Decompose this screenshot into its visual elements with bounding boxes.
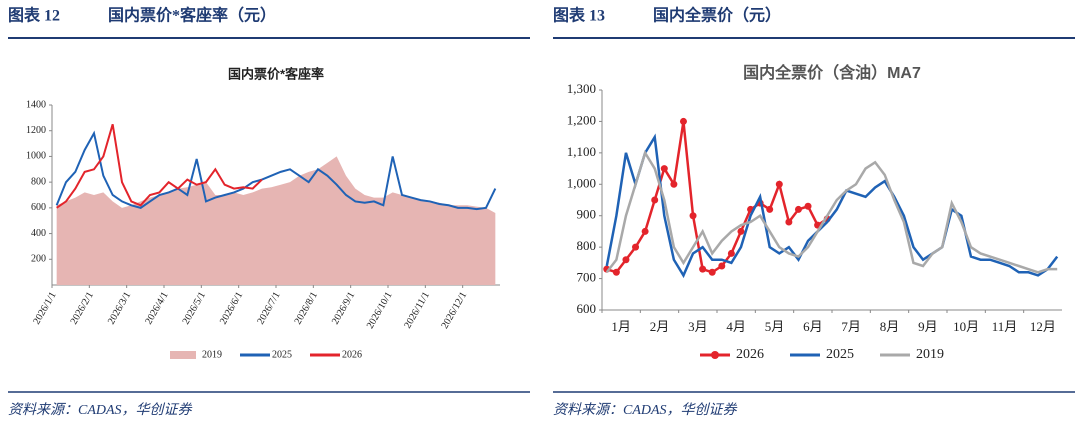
x-tick-label: 2026/8/1 [293,290,320,326]
legend-marker [711,351,719,359]
x-tick-label: 12月 [1030,319,1056,334]
y-tick-label: 1,200 [567,112,596,127]
legend-label: 2025 [272,349,292,360]
line [55,130,497,211]
x-tick-label: 2026/3/1 [106,290,133,326]
y-tick-label: 700 [577,270,597,285]
marker [679,117,687,125]
x-tick-label: 2026/12/1 [439,290,469,331]
y-tick-label: 1,000 [567,175,596,190]
source: 资料来源：CADAS，华创证券 [553,402,738,418]
x-tick-label: 1月 [611,319,631,334]
marker [727,249,735,257]
y-tick-label: 1,300 [567,81,596,96]
marker [660,165,668,173]
marker [651,196,659,204]
x-tick-label: 2026/10/1 [365,290,395,331]
x-tick-label: 2026/5/1 [181,290,208,326]
marker [641,227,649,235]
area [56,156,496,285]
x-tick-label: 4月 [726,319,746,334]
legend-label: 2025 [826,347,854,362]
x-tick-label: 2月 [650,319,670,334]
y-tick-label: 1000 [26,151,46,162]
marker [612,268,620,276]
marker [689,212,697,220]
legend-label: 2026 [342,349,362,360]
chart-title: 国内全票价（含油）MA7 [743,63,921,82]
legend-label: 2019 [916,347,944,362]
x-tick-label: 7月 [841,319,861,334]
marker [785,218,793,226]
x-tick-label: 2026/1/1 [31,290,58,326]
x-tick-label: 8月 [880,319,900,334]
marker [699,265,707,273]
y-tick-label: 1400 [26,99,46,110]
x-tick-label: 2026/6/1 [218,290,245,326]
figure-label: 图表 13 [553,6,605,25]
y-tick-label: 900 [577,207,597,222]
y-tick-label: 400 [31,228,46,239]
y-tick-label: 600 [577,301,597,316]
y-tick-label: 1,100 [567,144,596,159]
x-tick-label: 11月 [992,319,1018,334]
figure-label: 图表 12 [8,6,60,25]
marker [794,205,802,213]
legend-swatch [170,351,196,359]
marker [632,243,640,251]
y-tick-label: 800 [31,176,46,187]
x-tick-label: 3月 [688,319,708,334]
marker [622,256,630,264]
x-tick-label: 10月 [953,319,979,334]
x-tick-label: 9月 [918,319,938,334]
line [605,149,1058,274]
line [605,133,1059,279]
figure-title: 国内全票价（元） [653,6,781,25]
marker [718,262,726,270]
x-tick-label: 2026/11/1 [402,290,432,330]
marker [804,202,812,210]
y-tick-label: 600 [31,202,46,213]
marker [708,268,716,276]
x-tick-label: 2026/4/1 [143,290,170,326]
y-tick-label: 800 [577,238,597,253]
x-tick-label: 2026/7/1 [255,290,282,326]
marker [775,180,783,188]
marker [737,227,745,235]
chart-title: 国内票价*客座率 [228,66,324,81]
legend-label: 2026 [736,347,764,362]
marker [670,180,678,188]
y-tick-label: 1200 [26,125,46,136]
x-tick-label: 2026/9/1 [330,290,357,326]
marker [766,205,774,213]
figure-title: 国内票价*客座率（元） [108,6,276,25]
line [606,121,828,274]
legend-label: 2019 [202,349,222,360]
y-tick-label: 200 [31,254,46,265]
line [56,124,263,209]
x-tick-label: 2026/2/1 [69,290,96,326]
x-tick-label: 5月 [765,319,785,334]
x-tick-label: 6月 [803,319,823,334]
source: 资料来源：CADAS，华创证券 [8,402,193,418]
